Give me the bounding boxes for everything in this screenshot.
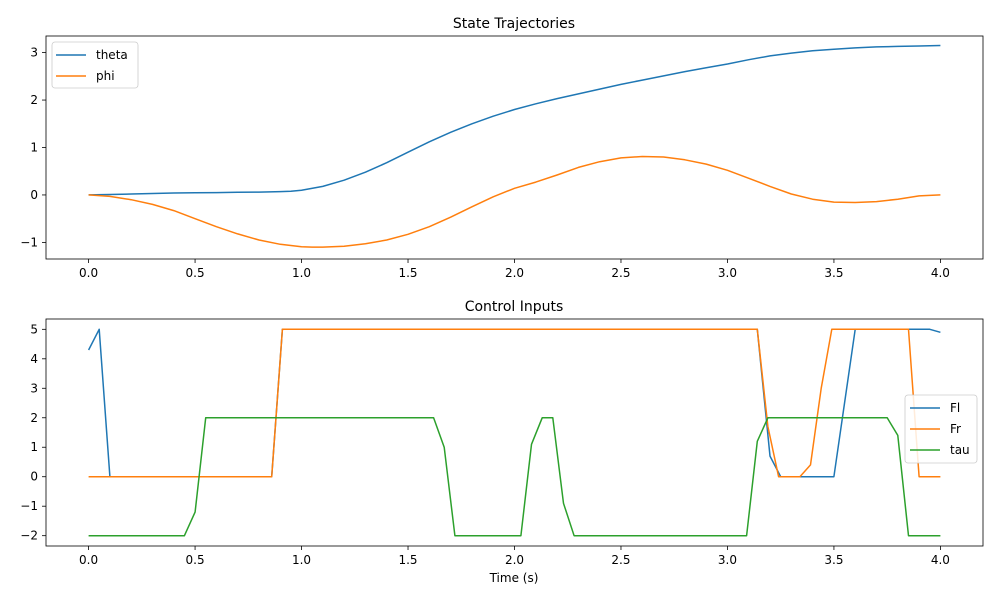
x-tick-label: 3.0	[718, 553, 737, 567]
y-tick-label: 1	[30, 440, 38, 454]
series-layer	[87, 328, 941, 537]
x-tick-label: 1.5	[398, 553, 417, 567]
x-tick-label: 3.5	[824, 266, 843, 280]
y-ticks: −1 0 1 2 3	[20, 46, 46, 249]
y-tick-label: 1	[30, 141, 38, 155]
x-tick-label: 2.0	[505, 553, 524, 567]
legend: Fl Fr tau	[904, 394, 978, 464]
y-tick-label: 0	[30, 188, 38, 202]
x-tick-label: 2.5	[611, 553, 630, 567]
legend-label-theta: theta	[96, 48, 128, 62]
control-inputs-chart: Control Inputs 0.0 0.5 1.0 1.5 2.0 2.5 3.0 3.5 4…	[20, 299, 984, 585]
legend: theta phi	[51, 41, 139, 89]
state-trajectories-chart: State Trajectories 0.0 0.5 1.0 1.5 2.0 2.5 3.0…	[20, 16, 984, 280]
series-layer	[88, 44, 941, 248]
x-axis-label: Time (s)	[489, 571, 539, 585]
legend-label-phi: phi	[96, 69, 115, 83]
chart-title: Control Inputs	[465, 299, 564, 315]
legend-label-fl: Fl	[950, 401, 960, 415]
y-tick-label: 0	[30, 470, 38, 484]
legend-box	[904, 394, 978, 464]
x-tick-label: 0.5	[186, 266, 205, 280]
plot-frame	[45, 35, 984, 260]
series-line-phi	[88, 155, 941, 248]
legend-label-fr: Fr	[950, 422, 961, 436]
x-tick-label: 2.5	[611, 266, 630, 280]
x-tick-label: 3.5	[824, 553, 843, 567]
y-tick-label: −1	[20, 499, 38, 513]
y-tick-label: 2	[30, 411, 38, 425]
y-tick-label: −1	[20, 235, 38, 249]
x-ticks: 0.0 0.5 1.0 1.5 2.0 2.5 3.0 3.5 4.0	[79, 546, 950, 567]
y-tick-label: 4	[30, 352, 38, 366]
y-tick-label: 5	[30, 322, 38, 336]
plot-frame	[45, 318, 984, 547]
x-tick-label: 3.0	[718, 266, 737, 280]
y-tick-label: −2	[20, 529, 38, 543]
y-tick-label: 3	[30, 381, 38, 395]
x-tick-label: 4.0	[931, 553, 950, 567]
series-line-tau	[88, 417, 941, 537]
x-tick-label: 2.0	[505, 266, 524, 280]
chart-title: State Trajectories	[453, 16, 575, 32]
y-tick-label: 2	[30, 93, 38, 107]
legend-label-tau: tau	[950, 443, 970, 457]
x-tick-label: 0.0	[79, 553, 98, 567]
y-ticks: −2 −1 0 1 2 3 4 5	[20, 322, 46, 543]
series-line-theta	[88, 44, 941, 196]
x-tick-label: 0.5	[186, 553, 205, 567]
series-line-fr	[88, 328, 941, 478]
x-tick-label: 0.0	[79, 266, 98, 280]
x-tick-label: 1.5	[398, 266, 417, 280]
x-ticks: 0.0 0.5 1.0 1.5 2.0 2.5 3.0 3.5 4.0	[79, 259, 950, 280]
y-tick-label: 3	[30, 46, 38, 60]
x-tick-label: 4.0	[931, 266, 950, 280]
x-tick-label: 1.0	[292, 266, 311, 280]
x-tick-label: 1.0	[292, 553, 311, 567]
